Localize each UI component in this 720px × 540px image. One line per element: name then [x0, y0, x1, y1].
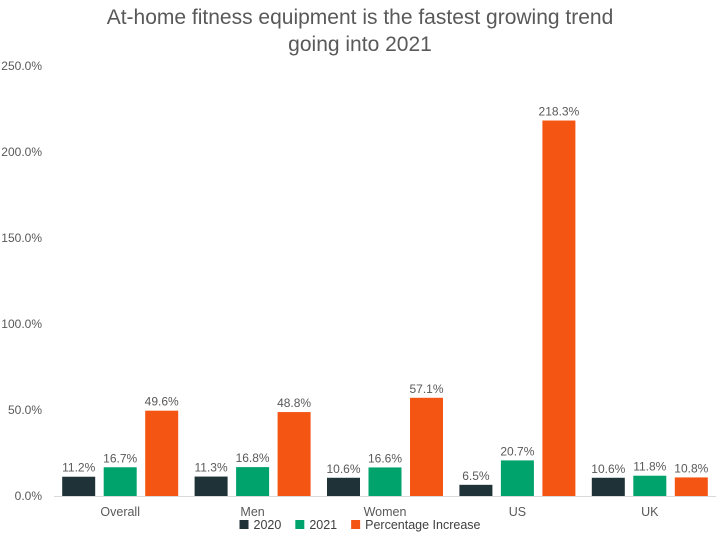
bar-2020-us	[459, 484, 493, 496]
bar-2021-uk	[633, 475, 667, 496]
bar-percentage-increase-men	[277, 412, 311, 496]
legend: 2020 2021 Percentage Increase	[239, 518, 481, 532]
data-label: 57.1%	[409, 382, 443, 396]
bar-percentage-increase-uk	[674, 477, 708, 496]
data-label: 11.3%	[195, 461, 228, 475]
legend-swatch-percentage-increase	[351, 520, 361, 529]
legend-label-percentage-increase: Percentage Increase	[365, 518, 480, 532]
bar-percentage-increase-overall	[145, 410, 179, 496]
plot-area: 0.0% 50.0% 100.0% 150.0% 200.0% 250.0% 11.2% 16…	[1, 59, 716, 519]
x-tick-label: UK	[641, 505, 659, 519]
data-label: 10.6%	[591, 462, 625, 476]
chart-title-line-2: going into 2021	[288, 33, 432, 56]
x-tick-label: Overall	[100, 505, 140, 519]
data-label: 49.6%	[145, 395, 179, 409]
y-tick-label: 200.0%	[1, 145, 42, 159]
y-tick-label: 100.0%	[1, 317, 42, 331]
data-label: 16.6%	[368, 451, 402, 465]
legend-label-2020: 2020	[254, 518, 282, 532]
x-tick-label: US	[509, 505, 526, 519]
x-tick-label: Men	[240, 505, 264, 519]
legend-swatch-2020	[239, 520, 249, 529]
chart-title-line-1: At-home fitness equipment is the fastest…	[107, 6, 614, 29]
legend-swatch-2021	[295, 520, 305, 529]
bar-2020-uk	[591, 477, 625, 496]
y-tick-label: 0.0%	[15, 489, 43, 503]
bar-2021-men	[236, 467, 270, 496]
y-tick-label: 150.0%	[1, 231, 42, 245]
bar-2021-overall	[103, 467, 137, 496]
data-label: 10.6%	[326, 462, 360, 476]
data-label: 20.7%	[500, 444, 534, 458]
data-label: 10.8%	[674, 461, 708, 475]
y-tick-label: 50.0%	[8, 403, 42, 417]
data-label: 16.7%	[103, 451, 137, 465]
bar-2021-us	[500, 460, 534, 496]
data-label: 11.8%	[633, 460, 666, 474]
legend-label-2021: 2021	[309, 518, 337, 532]
x-tick-label: Women	[364, 505, 407, 519]
data-label: 11.2%	[62, 461, 95, 475]
bar-2021-women	[368, 467, 402, 496]
data-label: 16.8%	[236, 451, 270, 465]
bar-2020-women	[327, 477, 360, 496]
data-label: 48.8%	[277, 396, 311, 410]
y-tick-label: 250.0%	[1, 59, 42, 73]
bar-2020-overall	[62, 476, 96, 496]
bar-2020-men	[194, 476, 228, 496]
data-label: 6.5%	[462, 469, 490, 483]
bar-percentage-increase-us	[542, 120, 576, 497]
data-label: 218.3%	[539, 105, 580, 119]
bar-percentage-increase-women	[410, 397, 443, 496]
